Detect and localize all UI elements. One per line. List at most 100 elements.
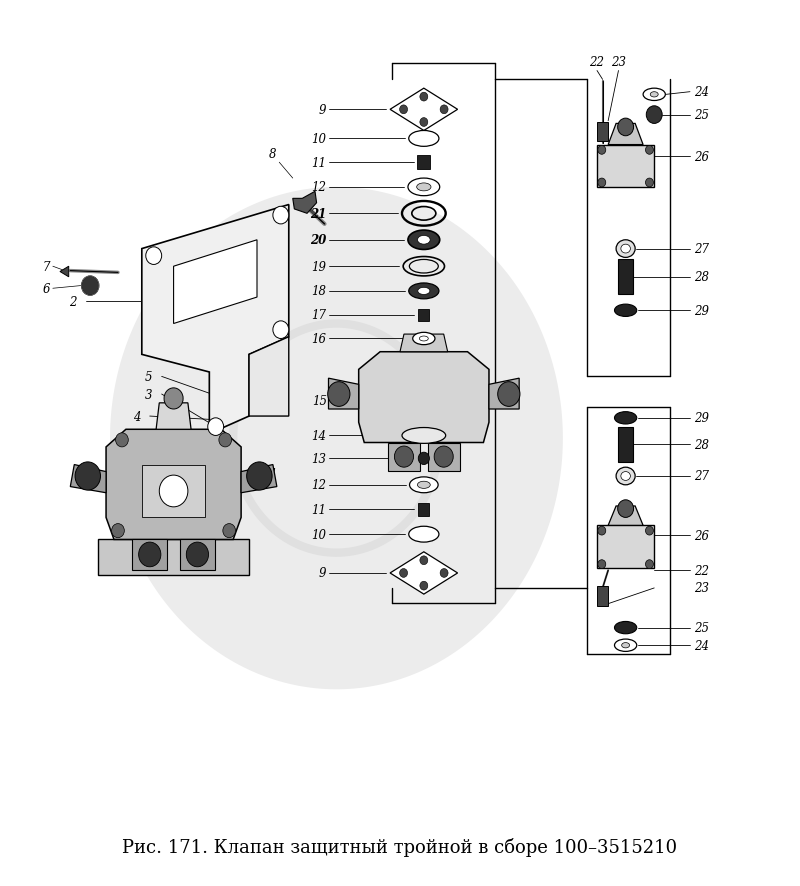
Bar	[142, 465, 206, 517]
Circle shape	[418, 453, 430, 465]
Polygon shape	[400, 335, 448, 353]
Polygon shape	[60, 267, 69, 277]
Circle shape	[646, 146, 654, 155]
Text: 28: 28	[694, 271, 709, 284]
Text: 9: 9	[318, 567, 326, 579]
Ellipse shape	[621, 472, 630, 481]
Text: 11: 11	[311, 157, 326, 169]
Text: 8: 8	[269, 148, 277, 161]
Polygon shape	[390, 552, 458, 595]
Text: 19: 19	[311, 260, 326, 274]
Bar	[597, 525, 654, 568]
Circle shape	[440, 105, 448, 114]
Text: Рис. 171. Клапан защитный тройной в сборе 100–3515210: Рис. 171. Клапан защитный тройной в сбор…	[122, 836, 678, 856]
Circle shape	[112, 524, 124, 538]
Text: 24: 24	[694, 86, 709, 99]
Ellipse shape	[408, 179, 440, 197]
Polygon shape	[390, 89, 458, 131]
Circle shape	[646, 179, 654, 188]
Text: 17: 17	[311, 309, 326, 322]
Circle shape	[400, 569, 407, 578]
Circle shape	[646, 560, 654, 569]
Text: 12: 12	[311, 181, 326, 194]
Ellipse shape	[622, 643, 630, 649]
Text: 10: 10	[311, 528, 326, 541]
Bar	[597, 587, 608, 606]
Ellipse shape	[650, 92, 658, 97]
Ellipse shape	[417, 183, 431, 191]
Text: 24: 24	[694, 639, 709, 652]
Text: 1: 1	[269, 467, 277, 480]
Circle shape	[598, 526, 606, 535]
Ellipse shape	[413, 333, 435, 346]
Circle shape	[223, 524, 235, 538]
Polygon shape	[132, 540, 167, 571]
Bar	[418, 309, 430, 322]
Text: 3: 3	[145, 388, 152, 401]
Text: 10: 10	[311, 133, 326, 145]
Circle shape	[618, 501, 634, 517]
Polygon shape	[156, 403, 191, 430]
Circle shape	[646, 106, 662, 124]
Ellipse shape	[614, 412, 637, 424]
Polygon shape	[241, 465, 277, 494]
Circle shape	[273, 322, 289, 339]
Ellipse shape	[616, 240, 635, 258]
Circle shape	[440, 569, 448, 578]
Ellipse shape	[418, 482, 430, 489]
Text: 6: 6	[43, 283, 50, 295]
Polygon shape	[174, 240, 257, 324]
Ellipse shape	[418, 288, 430, 295]
Ellipse shape	[614, 622, 637, 634]
Text: 22: 22	[694, 564, 709, 577]
Text: 11: 11	[311, 503, 326, 517]
Bar	[618, 260, 633, 295]
Circle shape	[420, 119, 428, 128]
Circle shape	[394, 447, 414, 468]
Text: 23: 23	[611, 56, 626, 69]
Circle shape	[75, 462, 101, 491]
Circle shape	[598, 179, 606, 188]
Text: 12: 12	[311, 478, 326, 492]
Circle shape	[420, 93, 428, 102]
Bar	[597, 145, 654, 188]
Polygon shape	[249, 338, 289, 416]
Ellipse shape	[409, 131, 439, 147]
Ellipse shape	[410, 478, 438, 494]
Text: 14: 14	[311, 430, 326, 442]
Ellipse shape	[409, 526, 439, 542]
Polygon shape	[358, 353, 489, 443]
Text: 21: 21	[310, 207, 326, 221]
Bar	[98, 540, 249, 575]
Polygon shape	[70, 465, 106, 494]
Polygon shape	[329, 378, 358, 409]
Circle shape	[186, 542, 209, 567]
Text: 29: 29	[694, 412, 709, 425]
Circle shape	[598, 560, 606, 569]
Polygon shape	[428, 443, 459, 471]
Polygon shape	[388, 443, 420, 471]
Circle shape	[159, 476, 188, 508]
Text: 4: 4	[133, 410, 140, 424]
Polygon shape	[608, 507, 643, 525]
Text: 29: 29	[694, 305, 709, 317]
Ellipse shape	[402, 428, 446, 444]
Text: 9: 9	[318, 104, 326, 117]
Text: 26: 26	[694, 529, 709, 542]
Text: 23: 23	[694, 582, 709, 595]
Text: 26: 26	[694, 151, 709, 163]
Text: 16: 16	[311, 332, 326, 346]
Text: 7: 7	[43, 260, 50, 274]
Circle shape	[219, 433, 231, 447]
Ellipse shape	[409, 284, 439, 299]
Polygon shape	[608, 124, 643, 145]
Circle shape	[618, 119, 634, 136]
Circle shape	[328, 382, 350, 407]
Polygon shape	[180, 540, 215, 571]
Text: 27: 27	[694, 243, 709, 256]
Text: 13: 13	[311, 453, 326, 465]
Polygon shape	[106, 430, 241, 540]
Text: 18: 18	[311, 285, 326, 298]
Ellipse shape	[614, 640, 637, 652]
Circle shape	[420, 556, 428, 565]
